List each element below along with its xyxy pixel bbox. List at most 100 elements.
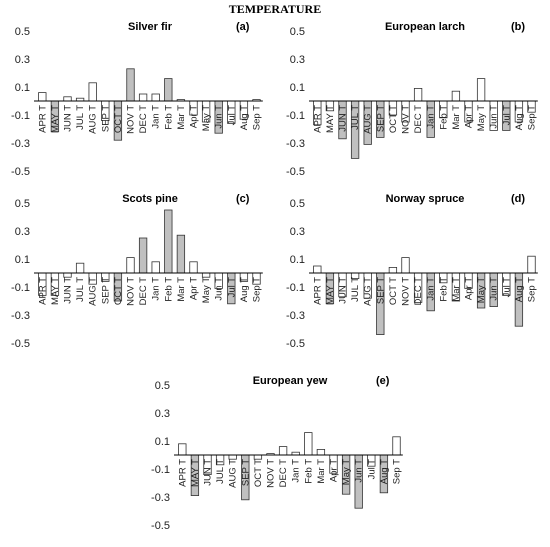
x-tick-label: Sep T [527,277,538,302]
x-tick-label: AUG T [363,105,374,134]
x-tick-label: Jul T [501,105,512,126]
x-tick-label: Mar T [451,277,462,302]
x-tick-label: May T [476,105,487,131]
x-tick-label: NOV T [401,105,412,134]
y-tick-label: -0.5 [151,520,170,532]
bar-apr-t [313,265,322,274]
bar-apr-t [189,261,198,274]
bar-may-t [476,78,486,102]
x-tick-label: MAY T [325,105,336,133]
x-tick-label: DEC T [278,459,289,488]
chart-panel-european-larch: European larch (b) 0.5 0.3 0.1 -0.1 -0.3 -0.5 AP… [286,21,538,178]
x-tick-label: APR T [37,105,48,133]
x-tick-label: DEC T [413,105,424,134]
x-tick-label: AUG T [88,105,99,134]
x-tick-label: NOV T [266,459,277,488]
panel-label: (c) [236,193,250,205]
x-tick-label: Apr T [189,105,200,128]
x-tick-label: Jan T [151,105,162,129]
x-tick-label: APR T [312,277,323,305]
x-tick-label: NOV T [126,105,137,134]
x-tick-label: Aug T [379,459,390,484]
x-tick-label: Aug T [514,277,525,302]
y-tick-label: -0.5 [286,338,305,350]
bar-feb-t [164,78,173,102]
chart-panel-norway-spruce: Norway spruce (d) 0.5 0.3 0.1 -0.1 -0.3 -0.5 APR… [286,193,538,350]
y-tick-label: 0.3 [290,54,305,66]
x-tick-label: Jul T [226,105,237,126]
bar-jan-t [151,261,160,274]
x-tick-label: Mar T [176,105,187,130]
x-tick-label: MAY T [50,277,61,305]
x-tick-label: Feb T [303,459,314,484]
x-tick-label: Mar T [316,459,327,484]
y-tick-label: 0.1 [15,82,30,94]
panel-title: Scots pine [122,193,178,205]
x-tick-label: JUL T [75,277,86,302]
y-tick-label: -0.1 [286,110,305,122]
y-tick-label: -0.3 [151,492,170,504]
x-tick-label: AUG T [363,277,374,306]
x-tick-label: Feb T [438,105,449,130]
x-tick-label: MAY T [50,105,61,133]
bar-aug-t [228,454,237,460]
panel-title: Silver fir [128,21,173,33]
y-tick-label: 0.3 [15,54,30,66]
bar-nov-t [401,257,410,274]
x-tick-label: Apr T [464,277,475,300]
x-tick-label: JUL T [350,105,361,130]
x-tick-label: AUG T [228,459,239,488]
y-tick-label: 0.3 [290,226,305,238]
x-tick-label: Sep T [252,105,263,130]
bar-nov-t [126,68,135,102]
x-tick-label: Jun T [489,277,500,301]
bar-mar-t [176,234,186,274]
x-tick-label: Feb T [438,277,449,302]
x-tick-label: May T [201,105,212,131]
x-tick-label: JUN T [63,277,74,304]
x-tick-label: SEP T [375,105,386,132]
x-tick-label: Jul T [226,277,237,298]
y-tick-label: 0.1 [290,254,305,266]
x-tick-label: APR T [312,105,323,133]
y-tick-label: -0.3 [286,138,305,150]
bar-dec-t [138,237,148,274]
x-tick-label: OCT T [388,105,399,133]
bar-oct-t [253,454,263,460]
x-tick-label: SEP T [100,105,111,132]
x-tick-label: Aug T [239,105,250,130]
x-tick-label: APR T [177,459,188,487]
bar-jan-t [151,93,160,102]
x-tick-label: OCT T [388,277,399,305]
bar-feb-t [164,209,173,274]
panel-label: (a) [236,21,250,33]
y-tick-label: 0.3 [15,226,30,238]
bar-sep-t [392,436,401,456]
x-tick-label: OCT T [253,459,264,487]
x-tick-label: May T [476,277,487,303]
bar-apr-t [178,443,187,456]
y-tick-label: -0.3 [286,310,305,322]
bar-sep-t [527,255,536,274]
x-tick-label: JUL T [350,277,361,302]
x-tick-label: DEC T [138,277,149,306]
x-tick-label: JUN T [63,105,74,132]
x-tick-label: Jun T [214,105,225,129]
x-tick-label: MAY T [325,277,336,305]
x-tick-label: SEP T [100,277,111,304]
x-tick-label: Jan T [426,277,437,301]
x-tick-label: Mar T [176,277,187,302]
x-tick-label: JUN T [338,277,349,304]
x-tick-label: Mar T [451,105,462,130]
x-tick-label: Apr T [189,277,200,300]
x-tick-label: NOV T [126,277,137,306]
y-tick-label: -0.1 [151,464,170,476]
x-tick-label: JUN T [338,105,349,132]
bar-dec-t [413,88,423,102]
panel-label: (d) [511,193,525,205]
x-tick-label: Jan T [426,105,437,129]
y-tick-label: 0.5 [290,26,305,38]
x-tick-label: OCT T [113,105,124,133]
